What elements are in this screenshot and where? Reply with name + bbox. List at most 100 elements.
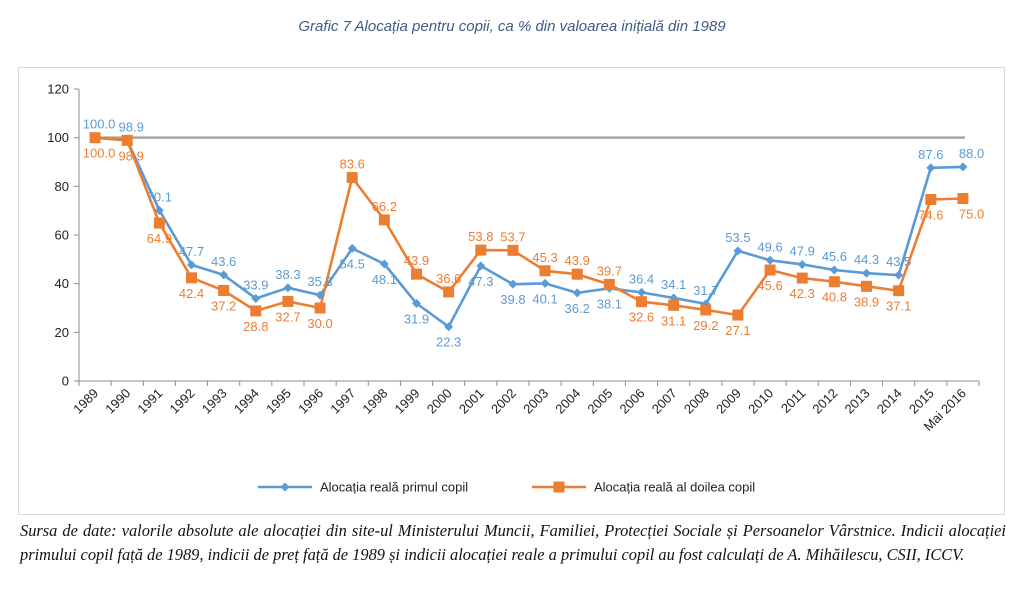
data-label: 87.6 xyxy=(918,147,943,162)
data-label: 75.0 xyxy=(959,207,984,222)
data-label: 98.9 xyxy=(119,148,144,163)
x-tick-label: 2011 xyxy=(778,386,808,416)
x-tick-label: 1989 xyxy=(70,386,101,417)
data-label: 98.9 xyxy=(119,119,144,134)
marker-square xyxy=(282,295,294,307)
marker-square xyxy=(571,268,583,280)
data-label: 32.7 xyxy=(275,309,300,324)
marker-diamond xyxy=(829,265,839,275)
marker-square xyxy=(507,244,519,256)
marker-diamond xyxy=(315,290,325,300)
marker-square xyxy=(250,305,262,317)
data-label: 39.8 xyxy=(500,292,525,307)
data-label: 43.9 xyxy=(404,253,429,268)
marker-square xyxy=(796,272,808,284)
y-tick-label: 100 xyxy=(47,130,69,145)
data-label: 31.7 xyxy=(693,283,718,298)
data-label: 36.4 xyxy=(629,271,654,286)
data-label: 28.8 xyxy=(243,319,268,334)
marker-square xyxy=(121,134,133,146)
data-label: 53.8 xyxy=(468,229,493,244)
x-tick-label: 2012 xyxy=(809,386,840,417)
data-label: 45.3 xyxy=(532,250,557,265)
data-label: 38.3 xyxy=(275,267,300,282)
marker-square xyxy=(925,193,937,205)
data-label: 33.9 xyxy=(243,278,268,293)
marker-square xyxy=(475,244,487,256)
data-label: 38.1 xyxy=(597,296,622,311)
x-tick-label: 1990 xyxy=(102,386,133,417)
data-label: 34.1 xyxy=(661,277,686,292)
x-tick-label: 2008 xyxy=(681,386,712,417)
y-tick-label: 120 xyxy=(47,82,69,97)
data-label: 45.6 xyxy=(757,278,782,293)
y-tick-label: 0 xyxy=(62,374,69,389)
legend-marker-diamond xyxy=(280,482,290,492)
marker-square xyxy=(732,309,744,321)
y-tick-label: 20 xyxy=(55,325,69,340)
x-tick-label: 1995 xyxy=(263,386,294,417)
marker-square xyxy=(443,286,455,298)
data-label: 43.6 xyxy=(211,254,236,269)
data-label: 29.2 xyxy=(693,318,718,333)
data-label: 27.1 xyxy=(725,323,750,338)
data-label: 49.6 xyxy=(757,239,782,254)
marker-square xyxy=(411,268,422,280)
data-label: 53.7 xyxy=(500,229,525,244)
y-tick-label: 40 xyxy=(55,276,69,291)
marker-diamond xyxy=(894,270,904,280)
data-label: 30.0 xyxy=(307,316,332,331)
data-label: 32.6 xyxy=(629,310,654,325)
x-tick-label: 1996 xyxy=(295,386,326,417)
x-tick-label: 1994 xyxy=(231,386,262,417)
x-tick-label: 2003 xyxy=(520,386,551,417)
marker-diamond xyxy=(283,283,293,293)
data-label: 47.9 xyxy=(790,243,815,258)
chart-frame xyxy=(18,67,1005,515)
x-tick-label: 2009 xyxy=(713,386,744,417)
marker-diamond xyxy=(862,268,871,278)
x-tick-label: 2010 xyxy=(745,386,776,417)
marker-square xyxy=(603,278,615,290)
data-label: 66.2 xyxy=(372,199,397,214)
y-tick-label: 80 xyxy=(55,179,69,194)
marker-square xyxy=(668,299,680,311)
y-tick-label: 60 xyxy=(55,228,69,243)
marker-diamond xyxy=(765,255,775,265)
marker-square xyxy=(314,302,326,314)
marker-square xyxy=(89,132,101,144)
data-label: 39.7 xyxy=(597,263,622,278)
x-tick-label: 2001 xyxy=(456,386,487,417)
x-tick-label: 1993 xyxy=(199,386,230,417)
marker-diamond xyxy=(379,259,389,269)
data-label: 37.1 xyxy=(886,299,911,314)
data-label: 83.6 xyxy=(340,157,365,172)
marker-diamond xyxy=(251,294,261,304)
x-tick-label: 2013 xyxy=(842,386,873,417)
data-label: 43.9 xyxy=(565,253,590,268)
x-tick-label: 1997 xyxy=(327,386,358,417)
data-label: 40.1 xyxy=(532,291,557,306)
data-label: 53.5 xyxy=(725,230,750,245)
marker-square xyxy=(957,193,969,204)
data-label: 36.6 xyxy=(436,271,461,286)
marker-square xyxy=(861,280,872,292)
data-label: 48.1 xyxy=(372,272,397,287)
x-tick-label: 1999 xyxy=(392,386,423,417)
data-label: 70.1 xyxy=(147,189,172,204)
legend-label-2: Alocația reală al doilea copil xyxy=(594,480,755,495)
marker-square xyxy=(218,284,230,296)
marker-diamond xyxy=(476,261,486,271)
data-label: 35.3 xyxy=(307,274,332,289)
marker-diamond xyxy=(733,246,743,256)
data-label: 100.0 xyxy=(83,146,116,161)
marker-square xyxy=(346,172,358,184)
marker-diamond xyxy=(958,162,968,172)
data-label: 64.9 xyxy=(147,231,172,246)
marker-diamond xyxy=(347,243,357,253)
x-tick-label: 2002 xyxy=(488,386,519,417)
x-tick-label: 2004 xyxy=(552,386,583,417)
data-label: 74.6 xyxy=(918,207,943,222)
data-label: 47.3 xyxy=(468,274,493,289)
